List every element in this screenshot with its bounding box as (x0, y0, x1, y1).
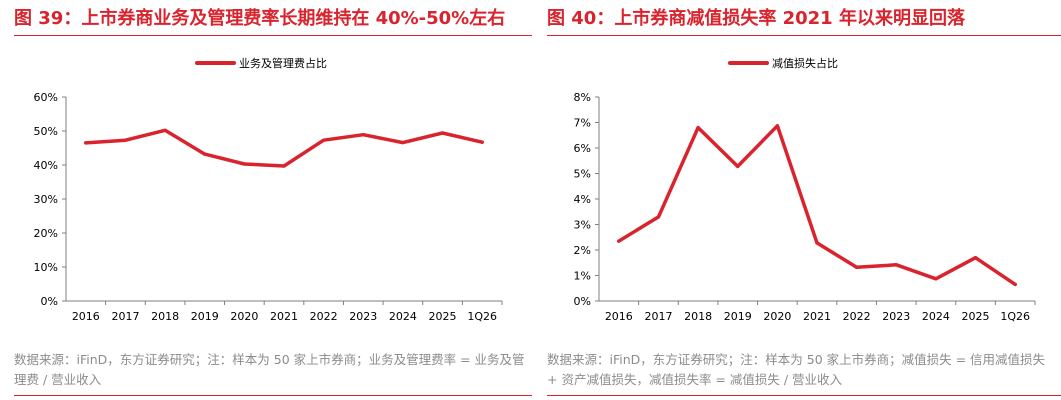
data-point (123, 138, 128, 142)
data-point (242, 162, 246, 166)
y-tick-label: 30% (34, 193, 58, 206)
y-tick-label: 4% (574, 193, 591, 206)
data-point (440, 131, 445, 135)
y-tick-label: 7% (574, 117, 591, 130)
x-tick-label: 2024 (922, 310, 950, 323)
data-point (696, 126, 700, 130)
y-tick-label: 3% (574, 219, 591, 232)
y-tick-label: 0% (574, 295, 591, 308)
series-line (617, 124, 1017, 287)
x-tick-label: 2019 (191, 310, 219, 323)
data-point (656, 215, 661, 219)
data-point (934, 277, 938, 281)
y-tick-label: 60% (34, 91, 58, 104)
source-note: 数据来源：iFinD，东方证券研究；注：样本为 50 家上市券商；减值损失 = … (547, 352, 1046, 387)
x-tick-label: 2025 (962, 310, 990, 323)
series-line (84, 128, 484, 168)
x-tick-label: 2019 (724, 310, 752, 323)
x-tick-label: 2018 (684, 310, 712, 323)
data-point (855, 265, 859, 269)
data-point (815, 241, 819, 245)
data-point (84, 141, 88, 145)
y-tick-label: 6% (574, 142, 591, 155)
x-tick-label: 2024 (389, 310, 417, 323)
x-tick-label: 2020 (230, 310, 258, 323)
line-chart: 减值损失占比 0% 1% 2% 3% 4% 5% 6% 7% 8% 2016 2017 2018 2019… (574, 56, 1036, 323)
y-tick-label: 20% (34, 227, 58, 240)
data-point (203, 152, 207, 156)
data-point (1013, 282, 1017, 287)
data-point (617, 239, 621, 243)
x-tick-label: 2025 (429, 310, 457, 323)
title-rule (14, 35, 532, 36)
x-tick-label: 2016 (605, 310, 633, 323)
data-point (736, 164, 740, 168)
x-tick-label: 2021 (270, 310, 298, 323)
data-point (894, 263, 898, 267)
data-point (322, 138, 326, 142)
x-tick-label: 1Q26 (467, 310, 497, 323)
x-tick-label: 2022 (310, 310, 338, 323)
x-tick-label: 2018 (151, 310, 179, 323)
source-note: 数据来源：iFinD，东方证券研究；注：样本为 50 家上市券商；业务及管理费率… (14, 352, 525, 387)
legend: 业务及管理费占比 (195, 56, 327, 70)
x-tick-label: 1Q26 (1000, 310, 1030, 323)
legend-label: 减值损失占比 (772, 56, 838, 70)
y-tick-label: 0% (41, 295, 58, 308)
x-tick-label: 2022 (843, 310, 871, 323)
x-tick-label: 2021 (803, 310, 831, 323)
chart-panel-left: 图 39：上市券商业务及管理费率长期维持在 40%-50%左右 业务及管理费占比… (14, 0, 532, 400)
y-tick-label: 50% (34, 125, 58, 138)
y-tick-label: 8% (574, 91, 591, 104)
line-chart: 业务及管理费占比 0% 10% 20% 30% 40% 50% 60% 2016 2017 2018… (34, 56, 503, 323)
y-tick-label: 1% (574, 270, 591, 283)
data-point (775, 124, 779, 128)
y-tick-label: 5% (574, 168, 591, 181)
legend: 减值损失占比 (728, 56, 838, 70)
y-tick-label: 10% (34, 261, 58, 274)
data-point (401, 140, 405, 145)
data-point (282, 164, 286, 168)
data-point (163, 128, 167, 132)
x-tick-label: 2016 (72, 310, 100, 323)
x-tick-label: 2017 (644, 310, 672, 323)
bottom-rule (14, 395, 532, 396)
y-tick-label: 40% (34, 159, 58, 172)
x-tick-label: 2020 (763, 310, 791, 323)
chart-panel-right: 图 40：上市券商减值损失率 2021 年以来明显回落 减值损失占比 0% 1% 2%… (547, 0, 1061, 400)
y-tick-label: 2% (574, 244, 591, 257)
legend-label: 业务及管理费占比 (239, 56, 327, 70)
figure-title: 图 39：上市券商业务及管理费率长期维持在 40%-50%左右 (14, 8, 506, 29)
title-rule (547, 35, 1061, 36)
data-point (361, 133, 365, 137)
x-tick-label: 2023 (882, 310, 910, 323)
data-point (973, 256, 978, 260)
figure-title: 图 40：上市券商减值损失率 2021 年以来明显回落 (547, 8, 965, 29)
x-tick-label: 2017 (111, 310, 139, 323)
bottom-rule (547, 395, 1061, 396)
x-tick-label: 2023 (349, 310, 377, 323)
data-point (480, 140, 484, 144)
